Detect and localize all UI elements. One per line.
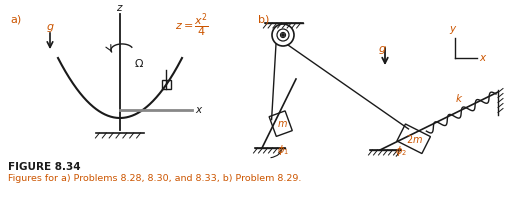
Circle shape — [276, 29, 288, 41]
Text: $x$: $x$ — [194, 105, 203, 115]
Bar — [269, 111, 292, 136]
Text: $m$: $m$ — [276, 119, 287, 129]
Text: $\phi_2$: $\phi_2$ — [394, 144, 406, 158]
Text: Figures for a) Problems 8.28, 8.30, and 8.33, b) Problem 8.29.: Figures for a) Problems 8.28, 8.30, and … — [8, 174, 301, 183]
Text: $z$: $z$ — [116, 3, 124, 13]
Text: b): b) — [258, 14, 269, 24]
Text: $y$: $y$ — [448, 24, 457, 36]
Text: $\Omega$: $\Omega$ — [134, 57, 144, 69]
Circle shape — [280, 32, 285, 37]
Text: $2m$: $2m$ — [405, 133, 422, 145]
Text: a): a) — [10, 14, 21, 24]
Text: $\phi_1$: $\phi_1$ — [276, 143, 288, 157]
Text: $z = \dfrac{x^2}{4}$: $z = \dfrac{x^2}{4}$ — [175, 12, 209, 40]
Text: FIGURE 8.34: FIGURE 8.34 — [8, 162, 80, 172]
Text: $x$: $x$ — [478, 53, 486, 63]
Bar — [162, 80, 171, 89]
Circle shape — [272, 24, 293, 46]
Text: $g$: $g$ — [45, 22, 54, 34]
Bar — [396, 124, 430, 154]
Text: $g$: $g$ — [377, 44, 386, 56]
Circle shape — [281, 33, 284, 36]
Text: $k$: $k$ — [454, 92, 463, 104]
